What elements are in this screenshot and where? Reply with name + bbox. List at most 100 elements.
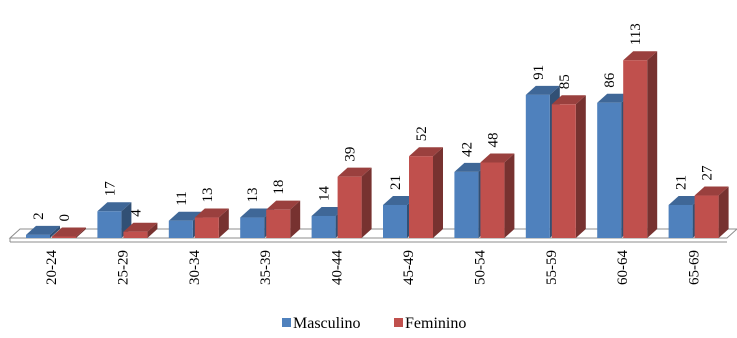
bar-front (525, 94, 550, 239)
data-labels: 2 0 17 4 11 13 13 18 14 39 21 52 42 48 91 85 86 113 21 27 (31, 23, 716, 221)
bar-side (647, 51, 658, 238)
tick-label-35-39: 35-39 (258, 250, 274, 285)
bars (26, 51, 729, 239)
data-label-feminino-20-24: 0 (57, 214, 73, 222)
bar-top (123, 222, 158, 232)
bar-feminino-55-59 (551, 95, 586, 238)
data-label-feminino-45-49: 52 (414, 126, 430, 141)
bar-top (551, 95, 586, 105)
tick-label-30-34: 30-34 (187, 250, 203, 285)
data-label-feminino-30-34: 13 (200, 188, 216, 203)
data-label-masculino-50-54: 42 (459, 142, 475, 157)
data-label-masculino-20-24: 2 (31, 212, 47, 220)
bar-front (668, 204, 693, 238)
legend: Masculino Feminino (282, 315, 466, 332)
bar-side (504, 153, 515, 238)
bar-front (26, 234, 50, 238)
bar-front (97, 211, 122, 238)
legend-swatch-masculino (282, 318, 291, 327)
bar-front (240, 217, 265, 238)
bar-feminino-25-29 (123, 222, 158, 238)
bar-top (597, 93, 632, 103)
bar-top (409, 147, 443, 157)
bar-top (240, 208, 275, 218)
bar-top (383, 195, 417, 205)
tick-label-65-69: 65-69 (687, 250, 703, 285)
bar-side (50, 225, 60, 238)
data-label-masculino-35-39: 13 (245, 188, 261, 203)
bar-front (597, 102, 622, 238)
bar-side (290, 200, 301, 238)
data-label-masculino-25-29: 17 (102, 181, 118, 197)
bar-top (694, 186, 729, 196)
bar-feminino-65-69 (694, 186, 729, 238)
bar-top (668, 195, 703, 205)
bar-front (694, 195, 719, 238)
bar-side (433, 147, 443, 238)
bar-top (525, 85, 560, 95)
bar-top (52, 227, 86, 237)
bar-front (409, 156, 433, 238)
data-label-masculino-60-64: 86 (602, 72, 618, 88)
bar-front (168, 220, 193, 238)
data-label-masculino-45-49: 21 (388, 175, 404, 190)
bar-side (76, 227, 86, 238)
data-label-masculino-30-34: 11 (174, 191, 190, 205)
tick-label-60-64: 60-64 (615, 250, 631, 285)
bar-top (454, 162, 489, 172)
bar-front (311, 215, 336, 238)
data-label-feminino-65-69: 27 (700, 165, 716, 181)
bar-side (718, 186, 729, 238)
bar-side (575, 95, 586, 238)
bar-top (26, 225, 60, 235)
bar-top (97, 202, 132, 212)
bar-top (623, 51, 658, 61)
bar-top (311, 206, 346, 216)
data-label-feminino-50-54: 48 (485, 132, 501, 147)
bar-front (383, 204, 407, 238)
bar-feminino-50-54 (480, 153, 515, 238)
bar-front (454, 171, 479, 238)
bar-front (480, 162, 505, 238)
bar-feminino-30-34 (194, 208, 229, 238)
bar-top (337, 167, 372, 177)
legend-swatch-feminino (394, 318, 403, 327)
bar-front (337, 176, 362, 238)
bar-front (194, 217, 219, 238)
bar-front (623, 60, 648, 238)
data-label-masculino-65-69: 21 (674, 175, 690, 190)
bar-front (123, 231, 148, 238)
data-label-masculino-40-44: 14 (317, 185, 333, 201)
data-label-feminino-55-59: 85 (557, 74, 573, 89)
bar-side (147, 222, 158, 238)
bar-feminino-45-49 (409, 147, 443, 238)
bar-masculino-20-24 (26, 225, 60, 238)
bar-top (480, 153, 515, 163)
data-label-masculino-55-59: 91 (531, 65, 547, 80)
bar-feminino-60-64 (623, 51, 658, 238)
data-label-feminino-40-44: 39 (343, 147, 359, 162)
tick-label-50-54: 50-54 (472, 250, 488, 285)
data-label-feminino-60-64: 113 (628, 23, 644, 45)
bar-feminino-35-39 (266, 200, 301, 238)
bar-side (218, 208, 229, 238)
data-label-feminino-35-39: 18 (271, 180, 287, 195)
data-label-feminino-25-29: 4 (128, 209, 144, 217)
tick-label-45-49: 45-49 (401, 250, 417, 285)
bar-feminino-20-24 (52, 227, 86, 238)
bar-feminino-40-44 (337, 167, 372, 238)
bar-front (266, 209, 291, 238)
legend-label-masculino: Masculino (293, 315, 361, 332)
bar-top (194, 208, 229, 218)
bar-side (361, 167, 372, 238)
tick-label-25-29: 25-29 (115, 250, 131, 285)
bar-top (266, 200, 301, 210)
bar-masculino-25-29 (97, 202, 132, 238)
bar-front (52, 236, 76, 238)
tick-label-20-24: 20-24 (44, 250, 60, 285)
bar-front (551, 104, 576, 238)
tick-label-55-59: 55-59 (544, 250, 560, 285)
category-tick-labels: 20-24 25-29 30-34 35-39 40-44 45-49 50-54 55-59… (44, 250, 703, 285)
